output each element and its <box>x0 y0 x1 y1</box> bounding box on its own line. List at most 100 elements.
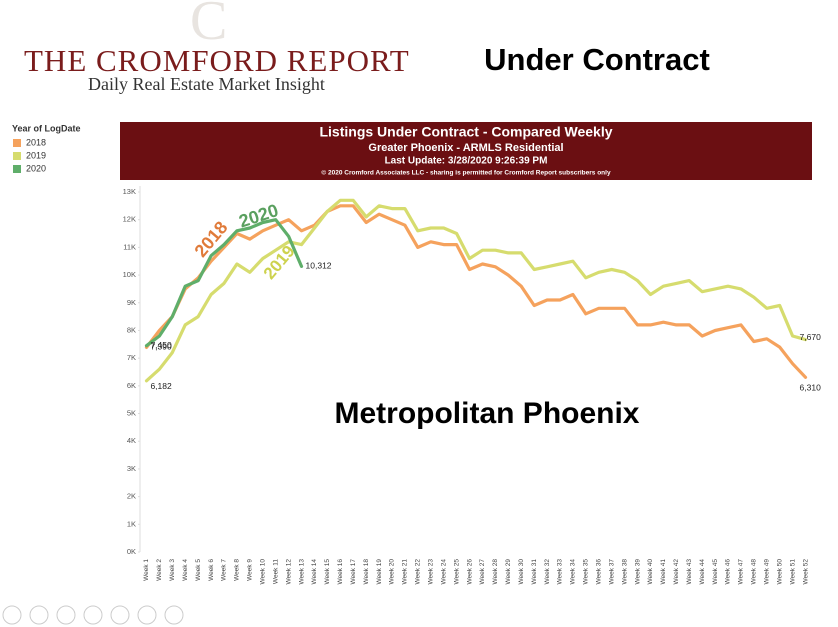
toolbar-button[interactable] <box>83 605 103 625</box>
x-tick-label: Week 21 <box>402 559 409 585</box>
x-tick-label: Week 42 <box>673 559 680 585</box>
chart-subtitle: Greater Phoenix - ARMLS Residential <box>368 142 563 154</box>
x-tick-label: Week 10 <box>259 559 266 585</box>
y-tick-label: 11K <box>123 242 136 251</box>
y-tick-label: 10K <box>123 270 136 279</box>
logo-subtitle: Daily Real Estate Market Insight <box>88 74 325 94</box>
x-tick-label: Week 7 <box>221 559 228 581</box>
x-tick-label: Week 9 <box>247 559 254 581</box>
toolbar-button[interactable] <box>137 605 157 625</box>
x-tick-label: Week 45 <box>712 559 719 585</box>
x-tick-label: Week 31 <box>531 559 538 585</box>
x-tick-label: Week 15 <box>324 559 331 585</box>
legend-label: 2018 <box>26 137 46 147</box>
legend-label: 2019 <box>26 150 46 160</box>
data-label: 7,670 <box>800 332 822 342</box>
x-tick-label: Week 4 <box>182 559 189 581</box>
y-tick-label: 0K <box>127 547 136 556</box>
y-tick-label: 8K <box>127 325 136 334</box>
x-tick-label: Week 24 <box>440 559 447 585</box>
data-label: 10,312 <box>306 261 332 271</box>
update-text: Last Update: 3/28/2020 9:26:39 PM <box>385 156 548 167</box>
x-tick-label: Week 35 <box>583 559 590 585</box>
x-tick-label: Week 51 <box>789 559 796 585</box>
series-line <box>144 198 808 383</box>
x-tick-label: Week 37 <box>608 559 615 585</box>
data-label: 7,450 <box>150 340 172 350</box>
legend-title: Year of LogDate <box>12 123 81 133</box>
x-tick-label: Week 17 <box>350 559 357 585</box>
annotation: Metropolitan Phoenix <box>334 397 639 430</box>
y-tick-label: 7K <box>127 353 136 362</box>
toolbar-button[interactable] <box>110 605 130 625</box>
copyright: © 2020 Cromford Associates LLC - sharing… <box>321 169 611 177</box>
x-tick-label: Week 33 <box>557 559 564 585</box>
chart-title: Listings Under Contract - Compared Weekl… <box>319 124 612 140</box>
x-tick-label: Week 25 <box>453 559 460 585</box>
y-tick-label: 13K <box>123 187 136 196</box>
x-tick-label: Week 2 <box>156 559 163 581</box>
legend-swatch <box>13 152 21 160</box>
legend-swatch <box>13 139 21 147</box>
toolbar-button[interactable] <box>164 605 184 625</box>
y-tick-label: 6K <box>127 381 136 390</box>
x-tick-label: Week 43 <box>686 559 693 585</box>
x-tick-label: Week 28 <box>492 559 499 585</box>
x-tick-label: Week 27 <box>479 559 486 585</box>
x-tick-label: Week 38 <box>621 559 628 585</box>
x-tick-label: Week 29 <box>505 559 512 585</box>
x-tick-label: Week 23 <box>427 559 434 585</box>
y-tick-label: 9K <box>127 298 136 307</box>
x-tick-label: Week 1 <box>143 559 150 581</box>
legend-label: 2020 <box>26 163 46 173</box>
x-tick-label: Week 18 <box>363 559 370 585</box>
series-line <box>144 204 808 379</box>
logo-mark: C <box>190 0 227 52</box>
x-tick-label: Week 46 <box>725 559 732 585</box>
x-tick-label: Week 11 <box>272 559 279 584</box>
x-tick-label: Week 3 <box>169 559 176 581</box>
x-tick-label: Week 39 <box>634 559 641 585</box>
legend-swatch <box>13 165 21 173</box>
data-label: 7,390 <box>150 342 172 352</box>
data-label: 6,310 <box>800 383 822 393</box>
toolbar-button[interactable] <box>2 605 22 625</box>
x-tick-label: Week 22 <box>415 559 422 585</box>
heading: Under Contract <box>484 42 710 77</box>
y-tick-label: 3K <box>127 464 136 473</box>
y-tick-label: 1K <box>127 519 136 528</box>
x-tick-label: Week 6 <box>208 559 215 581</box>
x-tick-label: Week 34 <box>570 559 577 585</box>
x-tick-label: Week 47 <box>738 559 745 585</box>
y-tick-label: 5K <box>127 409 136 418</box>
toolbar-button[interactable] <box>56 605 76 625</box>
x-tick-label: Week 40 <box>647 559 654 585</box>
x-tick-label: Week 8 <box>234 559 241 581</box>
x-tick-label: Week 49 <box>763 559 770 585</box>
data-label: 6,182 <box>150 381 172 391</box>
x-tick-label: Week 16 <box>337 559 344 585</box>
x-tick-label: Week 52 <box>802 559 809 585</box>
y-tick-label: 4K <box>127 436 136 445</box>
x-tick-label: Week 14 <box>311 559 318 585</box>
x-tick-label: Week 30 <box>518 559 525 585</box>
x-tick-label: Week 41 <box>660 559 667 585</box>
x-tick-label: Week 32 <box>544 559 551 585</box>
x-tick-label: Week 13 <box>298 559 305 585</box>
x-tick-label: Week 48 <box>751 559 758 585</box>
toolbar-button[interactable] <box>29 605 49 625</box>
x-tick-label: Week 19 <box>376 559 383 585</box>
x-tick-label: Week 26 <box>466 559 473 585</box>
x-tick-label: Week 50 <box>776 559 783 585</box>
x-tick-label: Week 20 <box>389 559 396 585</box>
header-band <box>120 122 812 180</box>
x-tick-label: Week 36 <box>595 559 602 585</box>
series-line <box>144 218 304 348</box>
logo-title: THE CROMFORD REPORT <box>24 43 410 78</box>
x-tick-label: Week 44 <box>699 559 706 585</box>
y-tick-label: 12K <box>123 215 136 224</box>
x-tick-label: Week 5 <box>195 559 202 581</box>
toolbar <box>2 605 184 625</box>
